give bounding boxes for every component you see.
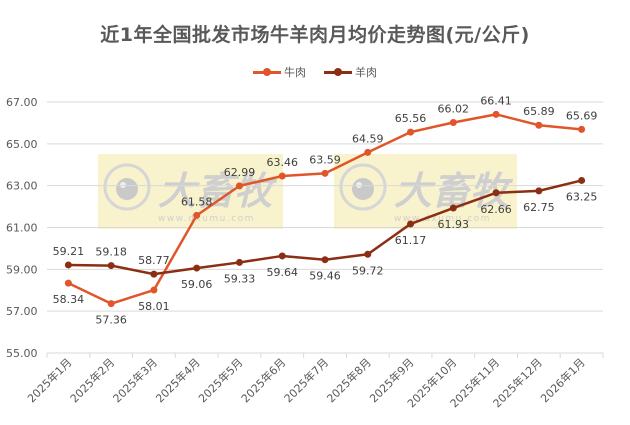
data-point[interactable] [407,128,415,136]
y-axis: 55.00 57.00 59.00 61.00 63.00 65.00 67.00 [6,96,38,360]
x-tick-label: 2025年3月 [110,355,160,405]
data-label: 57.36 [95,314,127,327]
data-label: 59.72 [352,264,384,277]
x-tick-label: 2025年2月 [67,355,117,405]
data-label: 65.69 [566,109,598,122]
data-point[interactable] [407,220,415,228]
watermark-url: www.dxumu.com [394,214,491,224]
data-point[interactable] [578,125,586,133]
data-point[interactable] [364,250,372,258]
chart-legend: 牛肉 羊肉 [0,64,630,80]
data-label: 62.75 [523,201,555,214]
data-point[interactable] [578,176,586,184]
data-point[interactable] [449,118,457,126]
x-tick-label: 2025年5月 [195,355,245,405]
data-labels: 58.34 57.36 58.01 61.58 62.99 63.46 63.59 64.59… [53,94,598,326]
data-label: 66.41 [480,94,512,107]
data-point[interactable] [235,182,243,190]
data-label: 62.99 [224,166,256,179]
legend-line-icon [253,68,281,76]
x-tick-label: 2025年1月 [24,355,74,405]
data-point[interactable] [364,148,372,156]
data-point[interactable] [321,256,329,264]
data-point[interactable] [107,300,115,308]
data-label: 59.06 [181,278,213,291]
data-label: 64.59 [352,132,384,145]
data-label: 61.58 [181,195,213,208]
eye-logo-icon [103,163,151,211]
data-point[interactable] [235,258,243,266]
data-label: 65.89 [523,105,555,118]
data-point[interactable] [492,110,500,118]
data-point[interactable] [492,189,500,197]
y-tick-label: 67.00 [6,96,38,109]
legend-line-icon [324,68,352,76]
y-tick-label: 65.00 [6,138,38,151]
data-point[interactable] [278,172,286,180]
data-point[interactable] [278,252,286,260]
watermark-text: 大畜牧 [158,169,278,213]
data-point[interactable] [193,211,201,219]
gridlines [47,101,603,354]
data-label: 66.02 [438,102,470,115]
data-point[interactable] [321,169,329,177]
data-point[interactable] [150,286,158,294]
x-axis: 2025年1月2025年2月2025年3月2025年4月2025年5月2025年… [24,353,604,410]
x-tick-label: 2025年8月 [324,355,374,405]
data-label: 59.18 [95,246,127,259]
series-group [64,110,586,308]
data-point[interactable] [193,264,201,272]
y-tick-label: 55.00 [6,347,38,360]
y-tick-label: 63.00 [6,180,38,193]
y-tick-label: 57.00 [6,305,38,318]
y-tick-label: 61.00 [6,222,38,235]
data-label: 58.34 [53,293,85,306]
data-label: 59.33 [224,272,256,285]
data-label: 62.66 [480,203,512,216]
data-label: 65.56 [395,112,427,125]
data-label: 63.46 [266,156,298,169]
x-tick-label: 2025年6月 [238,355,288,405]
legend-item-beef[interactable]: 牛肉 [253,64,306,80]
data-point[interactable] [535,121,543,129]
data-label: 61.93 [438,218,470,231]
data-label: 58.77 [138,254,170,267]
data-point[interactable] [150,270,158,278]
data-point[interactable] [449,204,457,212]
data-label: 59.21 [53,245,85,258]
x-tick-label: 2026年1月 [538,355,588,405]
data-label: 63.59 [309,153,341,166]
legend-item-mutton[interactable]: 羊肉 [324,64,377,80]
legend-label: 牛肉 [284,66,306,79]
data-label: 63.25 [566,190,598,203]
chart-title: 近1年全国批发市场牛羊肉月均价走势图(元/公斤) [100,24,530,46]
watermark-url: www.dxumu.com [158,214,255,224]
legend-label: 羊肉 [355,66,377,79]
x-tick-label: 2025年7月 [281,355,331,405]
data-label: 59.46 [309,270,341,283]
data-point[interactable] [64,261,72,269]
y-tick-label: 59.00 [6,263,38,276]
data-label: 61.17 [395,234,427,247]
data-label: 58.01 [138,300,170,313]
data-point[interactable] [64,279,72,287]
data-point[interactable] [107,262,115,270]
eye-logo-icon [339,163,387,211]
data-point[interactable] [535,187,543,195]
data-label: 59.64 [266,266,298,279]
x-tick-label: 2025年4月 [153,355,203,405]
